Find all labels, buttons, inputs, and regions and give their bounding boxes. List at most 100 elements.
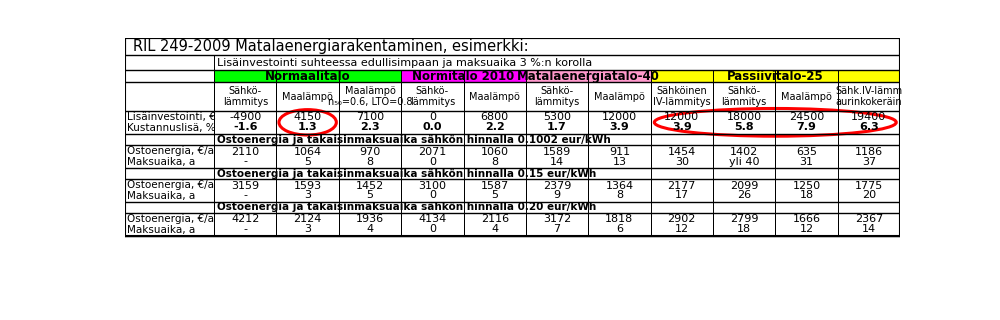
Text: 1775: 1775: [855, 180, 883, 191]
Text: 18000: 18000: [727, 112, 762, 122]
Text: 2.2: 2.2: [485, 123, 505, 132]
Text: Ostoenergia, €/a
Maksuaika, a: Ostoenergia, €/a Maksuaika, a: [127, 146, 214, 167]
Text: 7100: 7100: [356, 112, 384, 122]
Text: Maalämpö: Maalämpö: [781, 92, 832, 101]
Text: 5.8: 5.8: [734, 123, 754, 132]
Bar: [651, 111, 713, 134]
Bar: [838, 145, 900, 168]
Text: 1364: 1364: [605, 180, 633, 191]
Text: 7: 7: [554, 224, 561, 234]
Text: -: -: [243, 190, 247, 200]
Bar: [276, 179, 339, 202]
Text: -4900: -4900: [229, 112, 261, 122]
Text: Sähköinen
IV-lämmitys: Sähköinen IV-lämmitys: [653, 86, 711, 107]
Bar: [713, 213, 775, 236]
Bar: [214, 82, 276, 111]
Bar: [526, 82, 588, 111]
Bar: [651, 145, 713, 168]
Text: 2099: 2099: [730, 180, 758, 191]
Bar: [775, 111, 838, 134]
Text: 1.3: 1.3: [298, 123, 317, 132]
Bar: [214, 179, 276, 202]
Text: 18: 18: [737, 224, 751, 234]
Text: 2902: 2902: [668, 214, 696, 224]
Text: Maalämpö
n₅₀=0.6, LTO=0.8: Maalämpö n₅₀=0.6, LTO=0.8: [328, 86, 412, 107]
Text: 1936: 1936: [356, 214, 384, 224]
Bar: [339, 213, 401, 236]
Bar: [214, 55, 900, 70]
Text: 911: 911: [609, 147, 630, 157]
Bar: [838, 179, 900, 202]
Bar: [775, 213, 838, 236]
Bar: [713, 82, 775, 111]
Bar: [276, 145, 339, 168]
Text: 9: 9: [554, 190, 561, 200]
Text: 12: 12: [799, 224, 814, 234]
Text: 14: 14: [862, 224, 876, 234]
Text: 1402: 1402: [730, 147, 758, 157]
Text: 635: 635: [796, 147, 817, 157]
Text: 37: 37: [862, 156, 876, 166]
Text: 2379: 2379: [543, 180, 571, 191]
Text: Ostoenergia, €/a
Maksuaika, a: Ostoenergia, €/a Maksuaika, a: [127, 180, 214, 201]
Bar: [339, 111, 401, 134]
Bar: [713, 179, 775, 202]
Text: 12000: 12000: [602, 112, 637, 122]
Text: 5: 5: [304, 156, 311, 166]
Text: 8: 8: [366, 156, 374, 166]
Bar: [125, 111, 214, 134]
Text: RIL 249-2009 Matalaenergiarakentaminen, esimerkki:: RIL 249-2009 Matalaenergiarakentaminen, …: [133, 39, 528, 54]
Bar: [588, 179, 651, 202]
Text: 8: 8: [491, 156, 498, 166]
Text: 1454: 1454: [668, 147, 696, 157]
Text: 5: 5: [367, 190, 374, 200]
Text: 1060: 1060: [481, 147, 509, 157]
Text: 1818: 1818: [605, 214, 634, 224]
Text: 0: 0: [429, 112, 436, 122]
Text: 1250: 1250: [792, 180, 821, 191]
Text: 13: 13: [612, 156, 626, 166]
Text: Sähkö-
lämmitys: Sähkö- lämmitys: [721, 86, 767, 107]
Text: 2177: 2177: [668, 180, 696, 191]
Text: 20: 20: [862, 190, 876, 200]
Text: Ostoenergia ja takaisinmaksuaika sähkön hinnalla 0.20 eur/kWh: Ostoenergia ja takaisinmaksuaika sähkön …: [217, 203, 596, 212]
Text: -: -: [243, 224, 247, 234]
Text: 6.3: 6.3: [859, 123, 879, 132]
Bar: [464, 82, 526, 111]
Bar: [464, 145, 526, 168]
Text: 0: 0: [429, 190, 436, 200]
Text: 0: 0: [429, 224, 436, 234]
Text: Ostoenergia ja takaisinmaksuaika sähkön hinnalla 0.15 eur/kWh: Ostoenergia ja takaisinmaksuaika sähkön …: [217, 169, 596, 179]
Text: Passiivitalo-25: Passiivitalo-25: [727, 70, 824, 83]
Text: 2071: 2071: [418, 147, 446, 157]
Text: 6: 6: [616, 224, 623, 234]
Bar: [125, 70, 214, 82]
Text: 7.9: 7.9: [797, 123, 816, 132]
Bar: [401, 70, 526, 82]
Text: 2124: 2124: [293, 214, 322, 224]
Bar: [125, 213, 214, 236]
Bar: [125, 134, 214, 145]
Text: 2116: 2116: [481, 214, 509, 224]
Bar: [125, 168, 214, 179]
Bar: [214, 168, 900, 179]
Text: 14: 14: [550, 156, 564, 166]
Text: 4212: 4212: [231, 214, 259, 224]
Bar: [588, 145, 651, 168]
Bar: [401, 213, 464, 236]
Bar: [526, 213, 588, 236]
Text: 1064: 1064: [294, 147, 322, 157]
Text: 3.9: 3.9: [610, 123, 629, 132]
Text: 19400: 19400: [851, 112, 886, 122]
Text: 24500: 24500: [789, 112, 824, 122]
Text: 2.3: 2.3: [360, 123, 380, 132]
Bar: [838, 82, 900, 111]
Text: 5: 5: [491, 190, 498, 200]
Bar: [526, 111, 588, 134]
Text: 4: 4: [366, 224, 374, 234]
Text: -: -: [243, 156, 247, 166]
Bar: [339, 179, 401, 202]
Text: Matalaenergiatalo-40: Matalaenergiatalo-40: [517, 70, 660, 83]
Bar: [838, 111, 900, 134]
Text: 2799: 2799: [730, 214, 758, 224]
